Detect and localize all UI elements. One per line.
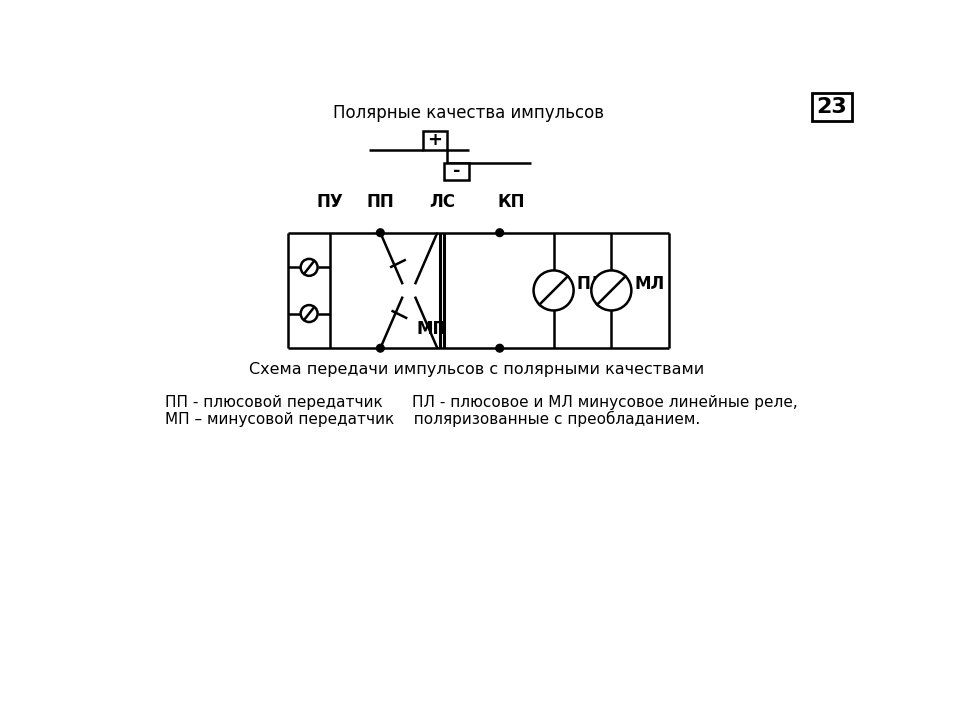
Text: МП: МП (417, 320, 447, 338)
Text: -: - (453, 162, 461, 180)
Text: ПЛ: ПЛ (577, 275, 605, 293)
Circle shape (534, 271, 574, 310)
Circle shape (496, 344, 504, 352)
Circle shape (376, 344, 384, 352)
Bar (422, 131, 447, 150)
Text: 23: 23 (816, 97, 847, 117)
Text: Схема передачи импульсов с полярными качествами: Схема передачи импульсов с полярными кач… (249, 362, 705, 377)
Circle shape (300, 305, 318, 322)
Text: ПП - плюсовой передатчик      ПЛ - плюсовое и МЛ минусовое линейные реле,: ПП - плюсовой передатчик ПЛ - плюсовое и… (165, 395, 798, 410)
Text: +: + (427, 131, 443, 149)
Text: МП – минусовой передатчик    поляризованные с преобладанием.: МП – минусовой передатчик поляризованные… (165, 411, 700, 427)
Text: ПП: ПП (367, 193, 395, 211)
Circle shape (591, 271, 632, 310)
Text: МЛ: МЛ (635, 275, 664, 293)
Circle shape (496, 229, 504, 237)
Text: КП: КП (497, 193, 525, 211)
Bar (444, 163, 468, 179)
Bar (811, 94, 852, 121)
Circle shape (376, 229, 384, 237)
Text: Полярные качества импульсов: Полярные качества импульсов (333, 104, 605, 122)
Text: ЛС: ЛС (429, 193, 455, 211)
Circle shape (300, 259, 318, 276)
Text: ПУ: ПУ (317, 193, 344, 211)
